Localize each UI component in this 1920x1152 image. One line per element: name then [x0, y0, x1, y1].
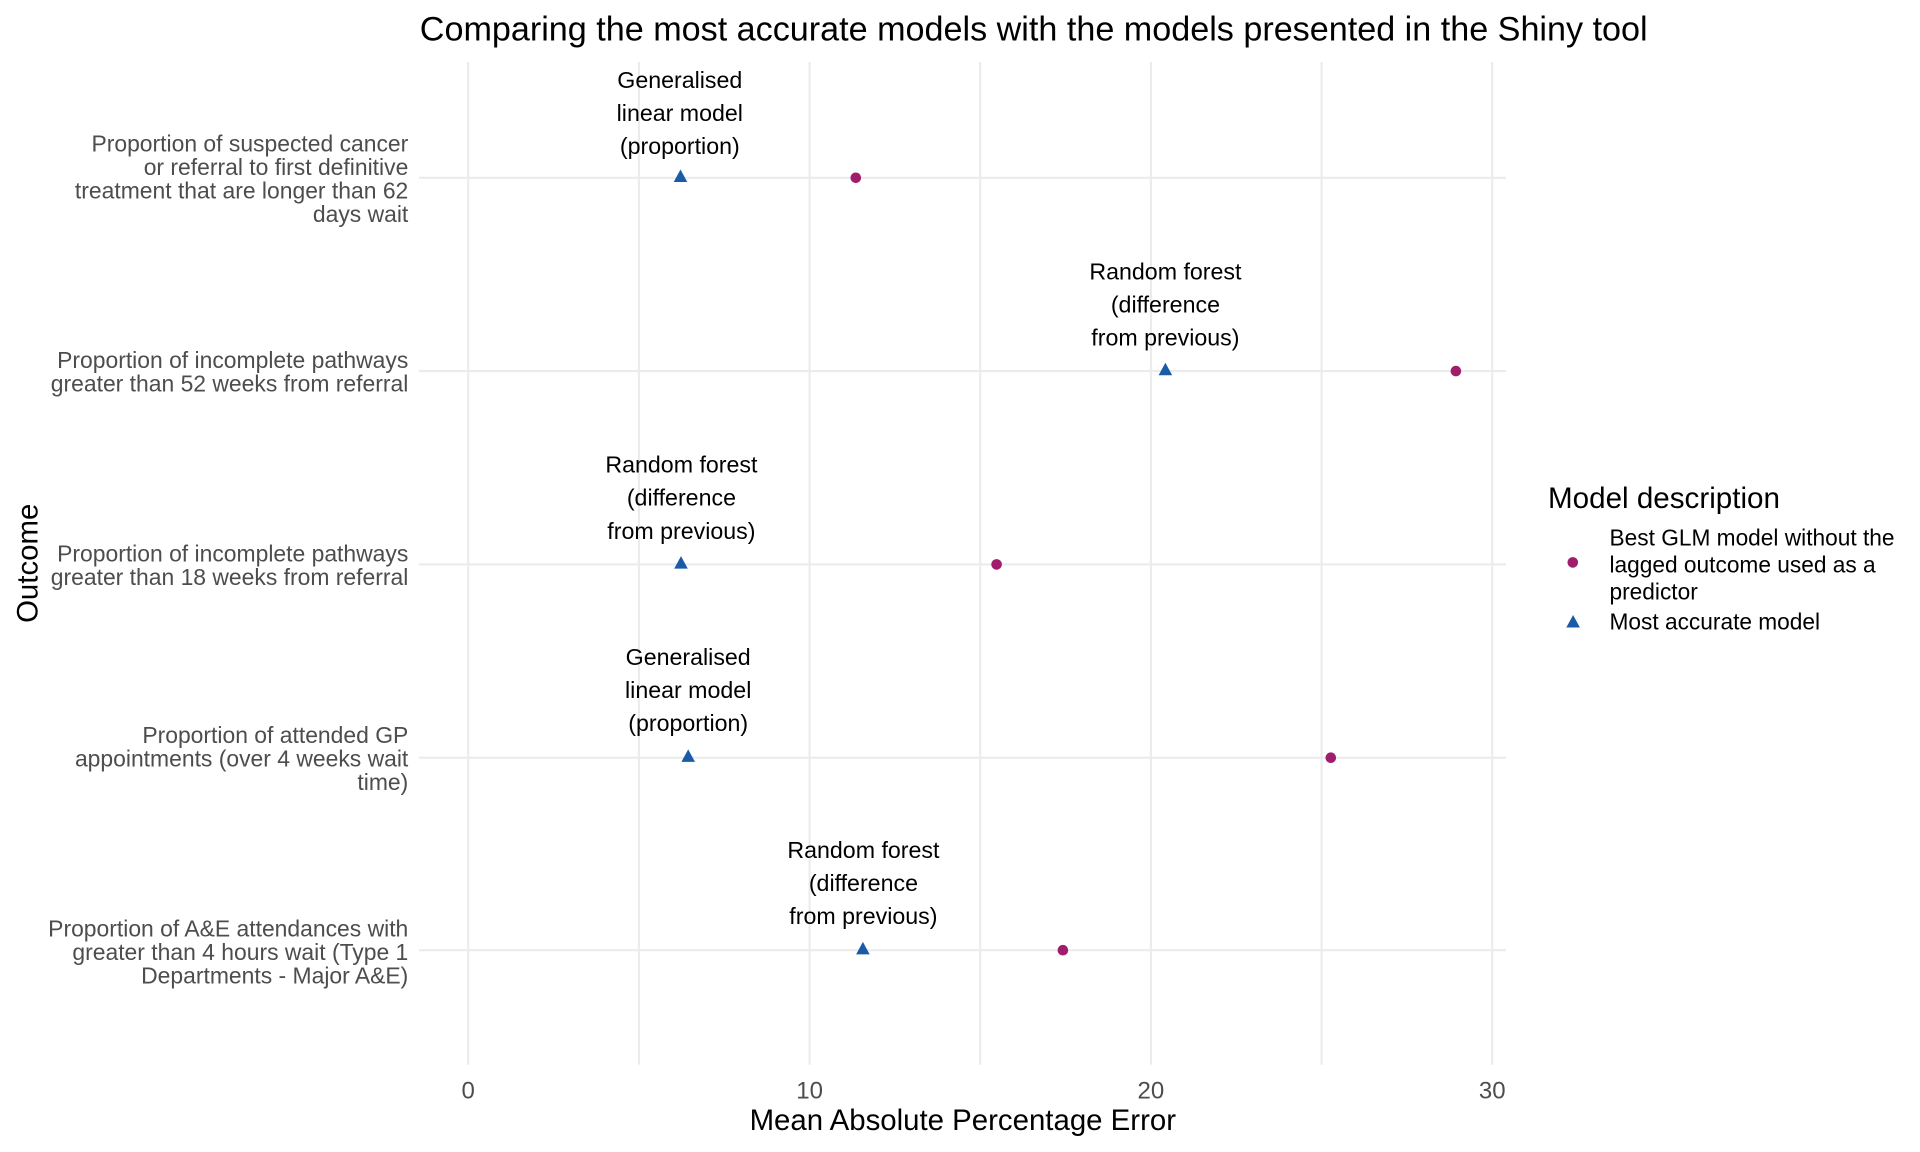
svg-text:Proportion of incomplete pathw: Proportion of incomplete pathways	[57, 540, 408, 566]
svg-text:Most accurate model: Most accurate model	[1610, 608, 1821, 634]
svg-text:Comparing the most accurate mo: Comparing the most accurate models with …	[420, 11, 1648, 49]
svg-text:from previous): from previous)	[789, 903, 937, 929]
svg-text:Random forest: Random forest	[605, 451, 758, 477]
svg-text:time): time)	[357, 769, 408, 795]
svg-text:predictor: predictor	[1610, 579, 1699, 605]
svg-text:Random forest: Random forest	[787, 837, 940, 863]
svg-text:10: 10	[796, 1078, 823, 1105]
svg-text:from previous): from previous)	[1091, 325, 1239, 351]
svg-text:(difference: (difference	[1111, 291, 1220, 317]
svg-text:greater than 18 weeks from ref: greater than 18 weeks from referral	[51, 564, 409, 590]
svg-text:greater than 52 weeks from ref: greater than 52 weeks from referral	[51, 371, 409, 397]
svg-text:Best GLM model without the: Best GLM model without the	[1610, 525, 1895, 551]
svg-text:(difference: (difference	[627, 485, 736, 511]
svg-text:(proportion): (proportion)	[620, 133, 740, 159]
svg-text:Proportion of incomplete pathw: Proportion of incomplete pathways	[57, 347, 408, 373]
svg-text:Proportion of suspected cancer: Proportion of suspected cancer	[91, 130, 408, 156]
svg-text:Mean Absolute Percentage Error: Mean Absolute Percentage Error	[750, 1104, 1177, 1137]
svg-text:Outcome: Outcome	[12, 504, 45, 623]
svg-text:Model description: Model description	[1548, 482, 1780, 515]
svg-text:Random forest: Random forest	[1089, 258, 1242, 284]
svg-text:Departments - Major A&E): Departments - Major A&E)	[141, 962, 408, 988]
svg-text:or referral to first definitiv: or referral to first definitive	[144, 154, 409, 180]
svg-text:lagged outcome used as a: lagged outcome used as a	[1610, 552, 1877, 578]
svg-text:treatment that are longer than: treatment that are longer than 62	[75, 177, 408, 203]
svg-text:Proportion of A&E attendances: Proportion of A&E attendances with	[48, 915, 408, 941]
svg-text:from previous): from previous)	[607, 518, 755, 544]
svg-text:Generalised: Generalised	[617, 67, 742, 93]
svg-text:linear model: linear model	[625, 677, 751, 703]
svg-text:(difference: (difference	[809, 870, 918, 896]
svg-text:greater than 4 hours wait (Typ: greater than 4 hours wait (Type 1	[72, 939, 408, 965]
svg-text:Proportion of attended GP: Proportion of attended GP	[142, 722, 408, 748]
svg-text:linear model: linear model	[617, 100, 743, 126]
svg-text:0: 0	[462, 1078, 475, 1105]
svg-text:30: 30	[1479, 1078, 1506, 1105]
svg-text:20: 20	[1138, 1078, 1165, 1105]
svg-text:days wait: days wait	[313, 201, 409, 227]
svg-text:Generalised: Generalised	[626, 644, 751, 670]
svg-text:(proportion): (proportion)	[628, 710, 748, 736]
svg-text:appointments (over 4 weeks wai: appointments (over 4 weeks wait	[75, 746, 409, 772]
